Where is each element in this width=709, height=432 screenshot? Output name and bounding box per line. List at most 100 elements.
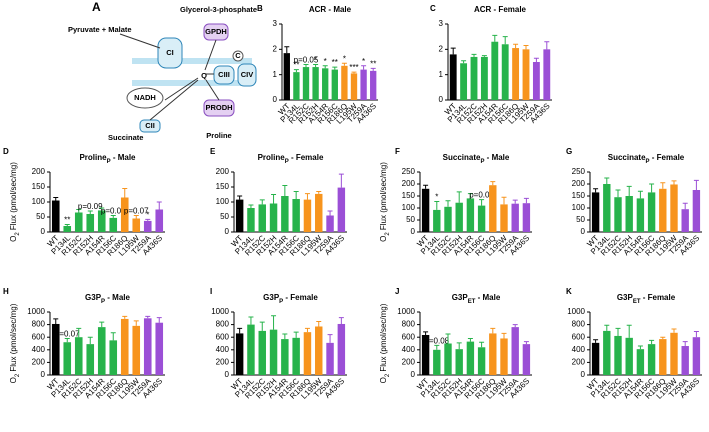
- error-bar: [490, 327, 496, 334]
- bar: [132, 325, 141, 375]
- y-axis-label: O2 Flux (pmol/sec/mg): [9, 162, 20, 242]
- y-axis-label: O2 Flux (pmol/sec/mg): [379, 162, 390, 242]
- y-tick-label: 600: [32, 332, 46, 341]
- bar: [647, 344, 656, 375]
- error-bar: [502, 36, 508, 45]
- error-bar: [145, 218, 151, 221]
- bar: [281, 339, 289, 375]
- error-bar: [370, 67, 376, 71]
- bar: [258, 204, 266, 232]
- significance-label: *: [435, 193, 438, 202]
- error-bar: [282, 333, 288, 340]
- bar: [143, 318, 152, 375]
- bar: [281, 196, 289, 232]
- error-bar: [626, 185, 632, 196]
- error-bar: [327, 210, 333, 216]
- bar: [433, 349, 441, 375]
- error-bar: [445, 333, 451, 344]
- y-tick-label: 250: [402, 167, 416, 176]
- diagram: A Pyruvate + Malate Glycerol-3-phosphate…: [68, 0, 257, 142]
- y-tick-label: 800: [572, 320, 586, 329]
- node: [232, 50, 244, 62]
- bar: [63, 226, 72, 232]
- y-tick-label: 200: [572, 358, 586, 367]
- bar: [293, 72, 300, 100]
- bar: [625, 196, 633, 232]
- error-bar: [327, 334, 333, 343]
- bar: [692, 190, 701, 232]
- bar: [120, 318, 129, 375]
- error-bar: [492, 34, 498, 42]
- y-tick-label: 50: [576, 215, 585, 224]
- error-bar: [471, 53, 477, 57]
- bar: [350, 73, 358, 100]
- bar: [522, 344, 531, 375]
- bar: [614, 197, 622, 232]
- error-bar: [237, 327, 243, 334]
- error-bar: [304, 327, 310, 333]
- error-bar: [637, 345, 643, 350]
- error-bar: [316, 320, 322, 327]
- error-bar: [313, 64, 319, 68]
- bar: [692, 337, 701, 375]
- error-bar: [332, 66, 338, 70]
- bar: [109, 217, 118, 232]
- chart-title: ProlineP - Male: [79, 153, 136, 164]
- node: [126, 87, 164, 109]
- error-bar: [450, 47, 456, 55]
- y-tick-label: 1000: [27, 307, 45, 316]
- y-tick-label: 1000: [211, 307, 229, 316]
- bar: [63, 342, 72, 375]
- error-bar: [271, 194, 277, 204]
- y-axis-label-part: O: [9, 377, 18, 383]
- chart-title-part: Proline: [79, 153, 107, 162]
- panel-label: A: [92, 0, 101, 14]
- bar: [86, 214, 95, 232]
- bar: [326, 215, 334, 232]
- y-tick-label: 200: [572, 179, 586, 188]
- bar: [303, 332, 312, 375]
- y-axis-label-part: O: [9, 236, 18, 242]
- error-bar: [293, 69, 299, 73]
- chart-title-part: - Female: [289, 153, 324, 162]
- chart-title-part: Succinate: [608, 153, 646, 162]
- bar: [500, 338, 508, 375]
- bar: [670, 184, 678, 232]
- y-tick-label: 1000: [397, 307, 415, 316]
- bar: [489, 185, 497, 232]
- chart-title-part: - Female: [641, 293, 676, 302]
- bar: [74, 212, 83, 232]
- y-tick-label: 0: [225, 227, 230, 236]
- bar: [86, 344, 95, 375]
- y-tick-label: 0: [41, 370, 46, 379]
- bar: [97, 210, 106, 232]
- bar: [477, 205, 486, 232]
- complex: [213, 65, 235, 85]
- error-bar: [64, 337, 70, 343]
- error-bar: [604, 324, 610, 331]
- significance-label: *: [324, 57, 327, 66]
- y-tick-label: 100: [572, 203, 586, 212]
- bar: [132, 218, 141, 232]
- error-bar: [293, 191, 299, 199]
- bar: [522, 203, 531, 232]
- y-tick-label: 0: [411, 370, 416, 379]
- bar: [491, 41, 499, 100]
- y-tick-label: 50: [220, 212, 229, 221]
- error-bar: [456, 342, 462, 350]
- error-bar: [604, 177, 610, 184]
- bar: [636, 198, 645, 232]
- bar: [247, 208, 255, 232]
- error-bar: [133, 215, 139, 219]
- y-tick-label: 0: [411, 227, 416, 236]
- bar: [312, 67, 319, 100]
- panel-label: B: [257, 4, 263, 13]
- y-tick-label: 0: [273, 95, 278, 104]
- bar: [370, 70, 377, 100]
- bar: [421, 334, 430, 375]
- chart-title-part: ET: [633, 299, 641, 305]
- error-bar: [523, 197, 529, 204]
- bar: [283, 53, 290, 100]
- y-axis-label-part: Flux (pmol/sec/mg): [379, 162, 388, 233]
